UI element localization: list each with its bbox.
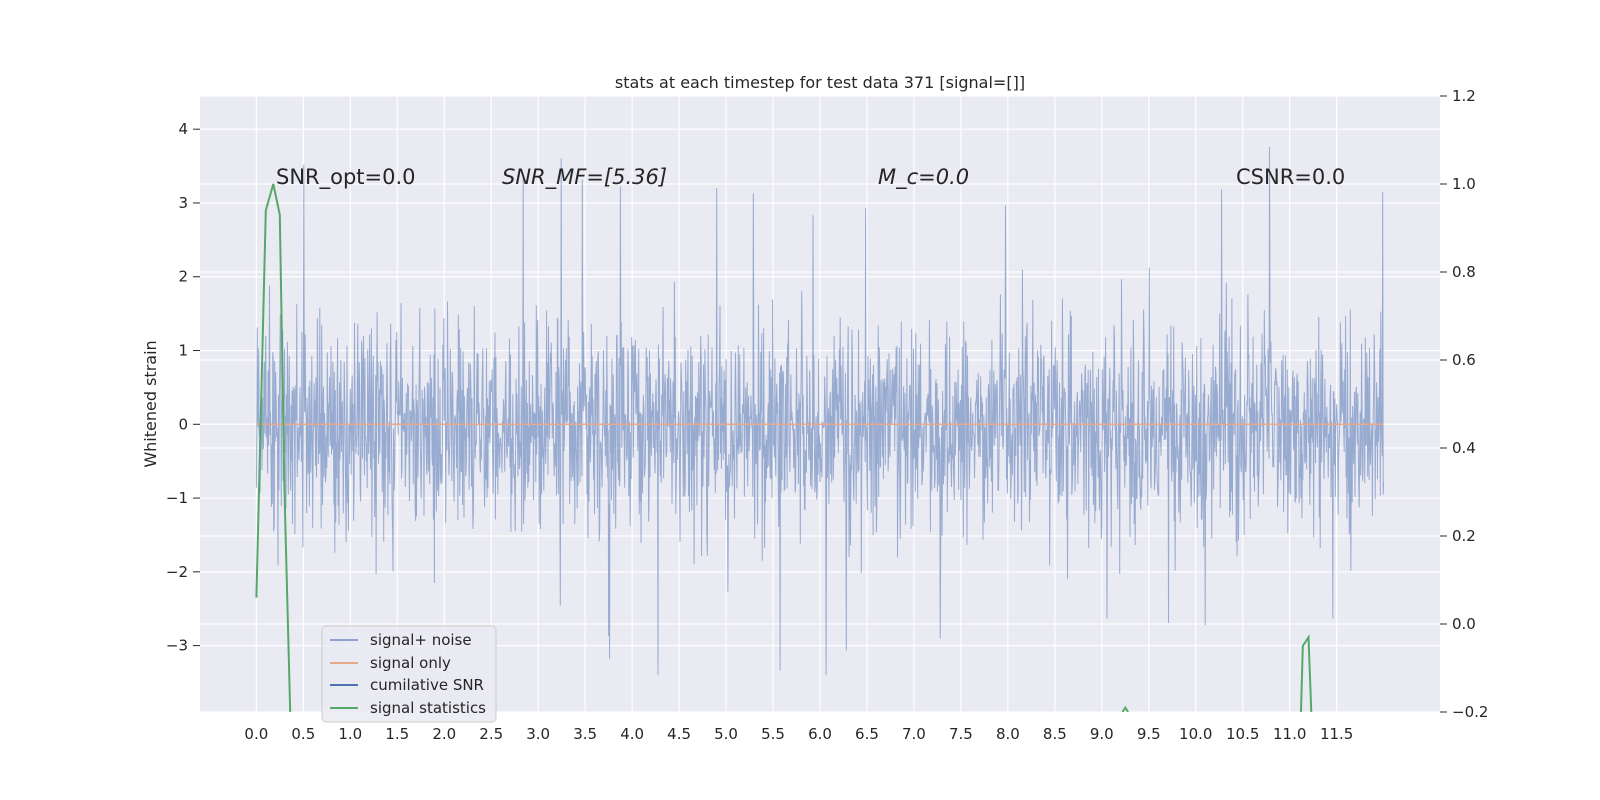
legend-label: signal statistics [370, 699, 486, 717]
x-tick-label: 1.0 [338, 725, 362, 743]
y2-tick-label: 1.2 [1452, 87, 1476, 105]
grid [200, 95, 1440, 713]
x-tick-label: 2.0 [432, 725, 456, 743]
x-tick-label: 9.0 [1090, 725, 1114, 743]
legend-label: signal only [370, 654, 451, 672]
y-axis-left: 4 3 2 1 0 −1 −2 −3 [166, 120, 200, 655]
series-signal-statistics-segment [255, 183, 292, 712]
y-tick-label: −1 [166, 489, 188, 507]
legend-item-cumilative-snr: cumilative SNR [330, 676, 484, 694]
x-tick-label: 11.0 [1273, 725, 1306, 743]
series-signal-noise-line [255, 146, 1385, 676]
y2-tick-label: 0.2 [1452, 527, 1476, 545]
x-tick-label: 3.0 [526, 725, 550, 743]
x-axis: 0.0 0.5 1.0 1.5 2.0 2.5 3.0 3.5 4.0 4.5 5.0 5.5 6.0 6… [244, 725, 1353, 743]
y-tick-label: 0 [178, 415, 188, 433]
y-tick-label: 2 [178, 268, 188, 286]
x-tick-label: 11.5 [1320, 725, 1353, 743]
series-layer [255, 146, 1385, 712]
legend-label: signal+ noise [370, 631, 472, 649]
y2-tick-label: 0.0 [1452, 615, 1476, 633]
x-tick-label: 0.5 [291, 725, 315, 743]
x-tick-label: 6.0 [808, 725, 832, 743]
x-tick-label: 6.5 [855, 725, 879, 743]
legend-label: cumilative SNR [370, 676, 484, 694]
x-tick-label: 4.5 [667, 725, 691, 743]
x-tick-label: 2.5 [479, 725, 503, 743]
y-axis-right: 1.2 1.0 0.8 0.6 0.4 0.2 0.0 −0.2 [1440, 87, 1488, 721]
annotation-csnr: CSNR=0.0 [1236, 165, 1345, 189]
y-tick-label: 3 [178, 194, 188, 212]
x-tick-label: 8.5 [1043, 725, 1067, 743]
y2-tick-label: 0.8 [1452, 263, 1476, 281]
x-tick-label: 10.0 [1179, 725, 1212, 743]
legend-item-signal-noise: signal+ noise [330, 631, 472, 649]
x-tick-label: 3.5 [573, 725, 597, 743]
x-tick-label: 7.0 [902, 725, 926, 743]
x-tick-label: 5.0 [714, 725, 738, 743]
x-tick-label: 9.5 [1137, 725, 1161, 743]
annotation-snr-opt: SNR_opt=0.0 [276, 165, 416, 190]
chart-title: stats at each timestep for test data 371… [615, 73, 1025, 92]
x-tick-label: 7.5 [949, 725, 973, 743]
y-tick-label: −2 [166, 563, 188, 581]
series-signal-statistics-segment [1121, 705, 1129, 712]
y-axis-label: Whitened strain [141, 340, 160, 467]
annotation-snr-mf: SNR_MF=[5.36] [502, 165, 667, 190]
y-tick-label: 4 [178, 120, 188, 138]
x-tick-label: 4.0 [620, 725, 644, 743]
series-signal-statistics-segment [1300, 634, 1313, 712]
y2-tick-label: 0.6 [1452, 351, 1476, 369]
x-tick-label: 0.0 [244, 725, 268, 743]
y2-tick-label: 0.4 [1452, 439, 1476, 457]
y2-tick-label: 1.0 [1452, 175, 1476, 193]
legend: signal+ noise signal only cumilative SNR… [321, 625, 497, 723]
legend-item-signal-statistics: signal statistics [330, 699, 486, 717]
x-tick-label: 1.5 [385, 725, 409, 743]
y-tick-label: −3 [166, 637, 188, 655]
y-tick-label: 1 [178, 342, 188, 360]
x-tick-label: 8.0 [996, 725, 1020, 743]
x-tick-label: 10.5 [1226, 725, 1259, 743]
y2-tick-label: −0.2 [1452, 703, 1488, 721]
legend-item-signal-only: signal only [330, 654, 451, 672]
legend-box [321, 625, 497, 723]
x-tick-label: 5.5 [761, 725, 785, 743]
annotation-chirp-mass: M_c=0.0 [878, 165, 969, 190]
